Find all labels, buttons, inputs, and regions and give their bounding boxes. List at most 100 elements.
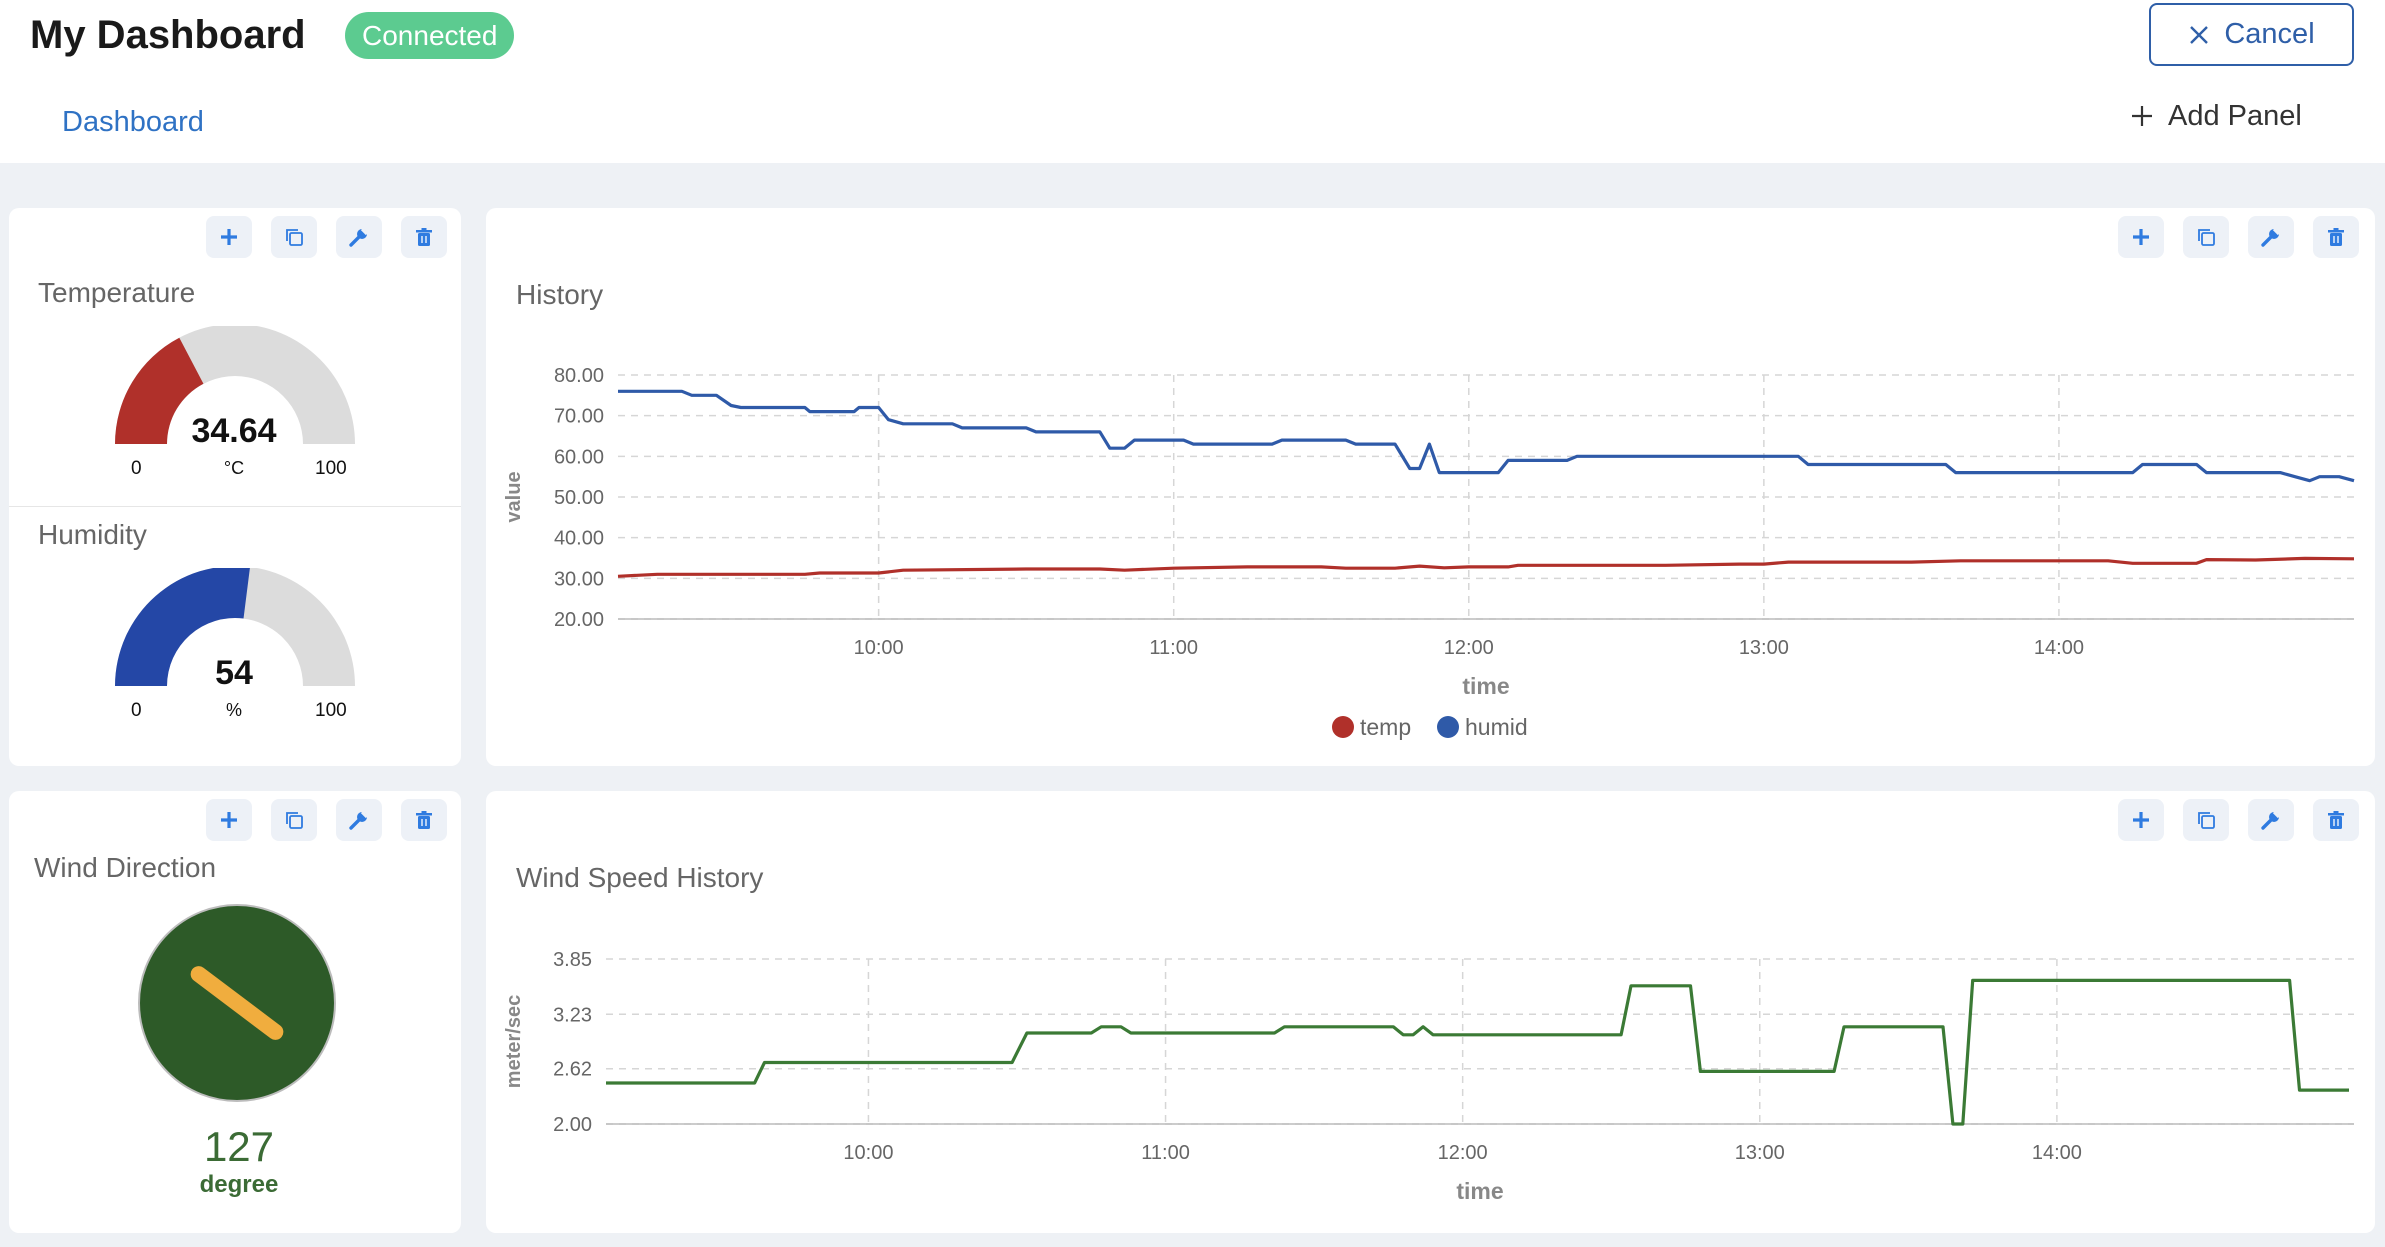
duplicate-button[interactable] bbox=[2183, 216, 2229, 258]
add-button[interactable] bbox=[206, 799, 252, 841]
duplicate-button[interactable] bbox=[2183, 799, 2229, 841]
y-tick-label: 40.00 bbox=[554, 528, 604, 550]
copy-icon bbox=[2198, 812, 2215, 829]
x-tick-label: 10:00 bbox=[843, 1142, 893, 1164]
page-title: My Dashboard bbox=[30, 13, 306, 57]
y-tick-label: 3.85 bbox=[553, 949, 592, 971]
edit-button[interactable] bbox=[2248, 216, 2294, 258]
wrench-icon bbox=[349, 227, 369, 247]
x-axis-label: time bbox=[1462, 673, 1509, 699]
copy-icon bbox=[2198, 229, 2215, 246]
compass-needle bbox=[190, 966, 284, 1040]
chart-grid bbox=[606, 958, 2354, 1125]
panel-toolbar bbox=[2118, 799, 2359, 841]
delete-button[interactable] bbox=[401, 216, 447, 258]
edit-button[interactable] bbox=[2248, 799, 2294, 841]
history-chart: 80.00 70.00 60.00 50.00 40.00 30.00 20.00 10:00… bbox=[503, 365, 2355, 740]
cancel-label: Cancel bbox=[2224, 18, 2315, 50]
status-badge: Connected bbox=[345, 12, 515, 59]
y-tick-label: 50.00 bbox=[554, 487, 604, 509]
wind-direction-title: Wind Direction bbox=[34, 852, 217, 883]
wind-direction-value: 127 bbox=[203, 1123, 275, 1170]
close-icon bbox=[2190, 25, 2209, 44]
edit-button[interactable] bbox=[336, 799, 382, 841]
x-axis-label: time bbox=[1456, 1178, 1503, 1204]
plus-icon bbox=[221, 812, 237, 828]
series-line-temp bbox=[617, 556, 2355, 578]
temperature-min: 0 bbox=[131, 458, 142, 479]
plus-icon bbox=[2132, 106, 2152, 126]
humidity-value: 54 bbox=[215, 654, 253, 692]
copy-icon bbox=[286, 812, 303, 829]
add-panel-label: Add Panel bbox=[2168, 99, 2302, 132]
temperature-title: Temperature bbox=[38, 277, 196, 308]
top-bar: My Dashboard Connected Dashboard Cancel … bbox=[0, 0, 2385, 163]
x-tick-label: 12:00 bbox=[1438, 1142, 1488, 1164]
gauge-fill bbox=[115, 337, 204, 444]
x-tick-label: 13:00 bbox=[1735, 1142, 1785, 1164]
y-axis-label: meter/sec bbox=[503, 995, 525, 1088]
humidity-title: Humidity bbox=[38, 519, 147, 550]
panel-toolbar bbox=[206, 799, 447, 841]
wrench-icon bbox=[349, 810, 369, 830]
wrench-icon bbox=[2261, 227, 2281, 247]
delete-button[interactable] bbox=[2313, 799, 2359, 841]
x-tick-label: 14:00 bbox=[2032, 1142, 2082, 1164]
humidity-min: 0 bbox=[131, 700, 142, 721]
add-button[interactable] bbox=[2118, 799, 2164, 841]
x-tick-label: 11:00 bbox=[1141, 1142, 1190, 1164]
trash-icon bbox=[2328, 811, 2344, 829]
tab-dashboard[interactable]: Dashboard bbox=[62, 106, 204, 138]
humidity-unit: % bbox=[225, 700, 242, 720]
humidity-max: 100 bbox=[315, 700, 347, 721]
x-tick-label: 12:00 bbox=[1444, 637, 1494, 659]
history-panel: History 80.00 70.00 60.00 50.00 40.00 30.00 20… bbox=[486, 208, 2375, 766]
temperature-value: 34.64 bbox=[191, 412, 277, 450]
legend-marker-temp[interactable] bbox=[1332, 716, 1354, 738]
add-button[interactable] bbox=[206, 216, 252, 258]
panel-toolbar bbox=[2118, 216, 2359, 258]
duplicate-button[interactable] bbox=[271, 799, 317, 841]
gauge-fill bbox=[115, 568, 250, 686]
y-tick-label: 20.00 bbox=[554, 609, 604, 631]
temperature-max: 100 bbox=[315, 458, 347, 479]
copy-icon bbox=[286, 229, 303, 246]
cancel-button[interactable]: Cancel bbox=[2149, 3, 2354, 66]
trash-icon bbox=[416, 228, 432, 246]
panel-toolbar bbox=[206, 216, 447, 258]
y-tick-label: 80.00 bbox=[554, 365, 604, 387]
delete-button[interactable] bbox=[401, 799, 447, 841]
add-button[interactable] bbox=[2118, 216, 2164, 258]
humidity-gauge bbox=[115, 568, 355, 686]
legend-label-humid[interactable]: humid bbox=[1465, 714, 1528, 740]
duplicate-button[interactable] bbox=[271, 216, 317, 258]
edit-button[interactable] bbox=[336, 216, 382, 258]
plus-icon bbox=[221, 229, 237, 245]
history-title: History bbox=[516, 279, 604, 310]
chart-grid bbox=[618, 374, 2354, 620]
legend-label-temp[interactable]: temp bbox=[1360, 714, 1411, 740]
delete-button[interactable] bbox=[2313, 216, 2359, 258]
trash-icon bbox=[2328, 228, 2344, 246]
y-tick-label: 60.00 bbox=[554, 446, 604, 468]
plus-icon bbox=[2133, 812, 2149, 828]
legend-marker-humid[interactable] bbox=[1437, 716, 1459, 738]
wind-direction-unit: degree bbox=[199, 1171, 279, 1198]
x-tick-label: 14:00 bbox=[2034, 637, 2084, 659]
y-tick-label: 30.00 bbox=[554, 568, 604, 590]
wind-speed-panel: Wind Speed History 3.85 3.23 2.62 2.00 10:00… bbox=[486, 791, 2375, 1233]
y-tick-label: 70.00 bbox=[554, 406, 604, 428]
temperature-gauge bbox=[115, 326, 355, 444]
y-axis-label: value bbox=[503, 471, 525, 522]
gauges-panel: Temperature 34.64 °C 0 100 Humidity 54 %… bbox=[9, 208, 461, 766]
y-tick-label: 3.23 bbox=[553, 1004, 592, 1026]
y-tick-label: 2.00 bbox=[553, 1114, 592, 1136]
trash-icon bbox=[416, 811, 432, 829]
wind-speed-chart: 3.85 3.23 2.62 2.00 10:00 11:00 12:00 13:00 14:0… bbox=[503, 949, 2354, 1204]
wind-speed-title: Wind Speed History bbox=[516, 862, 764, 893]
series-line-humid bbox=[618, 389, 2355, 483]
add-panel-button[interactable]: Add Panel bbox=[2130, 96, 2302, 136]
wrench-icon bbox=[2261, 810, 2281, 830]
x-tick-label: 11:00 bbox=[1149, 637, 1198, 659]
x-tick-label: 13:00 bbox=[1739, 637, 1789, 659]
